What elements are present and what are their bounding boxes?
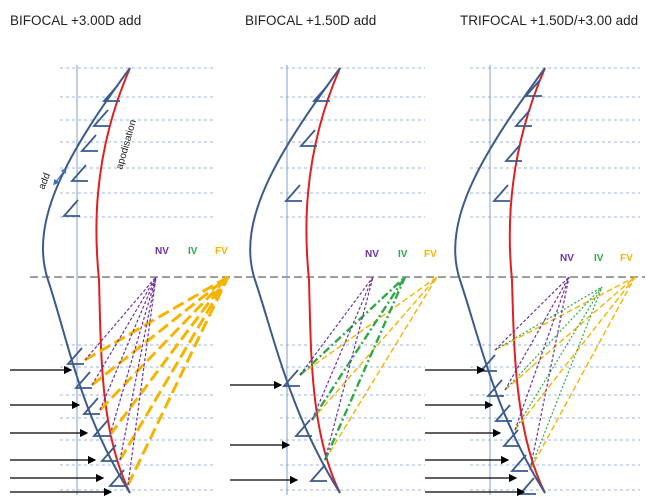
diffractive-step — [504, 144, 522, 162]
iv-ray — [310, 276, 407, 421]
nv-ray — [299, 276, 374, 376]
title-bifocal-3: BIFOCAL +3.00D add — [10, 13, 141, 28]
nv-label-2: NV — [365, 249, 379, 260]
diffractive-step — [524, 79, 542, 97]
nv-ray — [514, 276, 570, 431]
diffractive-step — [92, 109, 110, 127]
iv-ray — [529, 286, 603, 471]
nv-ray — [529, 276, 570, 471]
fv-ray — [84, 275, 229, 362]
fv-ray — [514, 276, 636, 431]
diffractive-step — [82, 397, 100, 415]
nv-ray — [311, 276, 374, 421]
lens-profile — [41, 67, 131, 494]
diffractive-step — [66, 347, 84, 365]
diffractive-step — [92, 419, 110, 437]
nv-ray — [109, 276, 157, 436]
fv-ray — [311, 276, 438, 421]
diffractive-step — [74, 371, 92, 389]
fv-ray — [126, 276, 230, 486]
diffractive-step — [294, 419, 312, 437]
fv-ray — [494, 276, 636, 351]
diffractive-step — [494, 404, 512, 422]
diffractive-step — [299, 129, 317, 147]
iv-label-3: IV — [594, 253, 604, 264]
fv-ray — [108, 276, 230, 436]
panel-trifocal — [425, 65, 640, 497]
fv-label-3: FV — [620, 253, 633, 264]
title-bifocal-1-5: BIFOCAL +1.50D add — [245, 13, 376, 28]
nv-label-3: NV — [560, 253, 574, 264]
diffractive-step — [108, 469, 126, 487]
panel-bifocal-3 — [10, 65, 230, 497]
lens-profile — [454, 67, 546, 494]
panel-bifocal-1-5 — [230, 65, 438, 495]
nv-ray — [84, 276, 157, 361]
fv-ray — [118, 276, 230, 461]
fv-ray — [324, 276, 438, 461]
fv-ray — [98, 275, 230, 412]
diffractive-step — [312, 84, 330, 102]
fv-ray — [529, 276, 636, 471]
diffractive-step — [510, 454, 528, 472]
diffractive-step — [282, 369, 300, 387]
add-double-arrow — [53, 167, 67, 186]
diffractive-step — [80, 134, 98, 152]
fv-ray — [504, 276, 636, 391]
fv-label-2: FV — [424, 249, 437, 260]
nv-label-1: NV — [155, 246, 169, 257]
nv-ray — [119, 276, 157, 461]
iv-ray — [494, 286, 603, 351]
lens-profile — [249, 67, 341, 494]
diffractive-step — [486, 379, 504, 397]
fv-label-1: FV — [215, 246, 228, 257]
diffractive-step — [62, 199, 80, 217]
diffractive-step — [100, 444, 118, 462]
iv-ray — [514, 286, 603, 431]
iv-ray — [323, 276, 407, 461]
apodisation-curve — [508, 67, 546, 494]
diffractive-step — [102, 84, 120, 102]
diffractive-step — [514, 109, 532, 127]
title-trifocal: TRIFOCAL +1.50D/+3.00 add — [460, 13, 638, 28]
nv-ray — [99, 276, 157, 411]
diffractive-step — [502, 429, 520, 447]
nv-ray — [494, 276, 570, 351]
iv-label-2: IV — [398, 249, 408, 260]
fv-ray — [91, 275, 229, 387]
diffractive-step — [492, 184, 510, 202]
nv-ray — [91, 276, 157, 386]
iv-ray — [504, 286, 603, 391]
apodisation-curve — [95, 67, 131, 494]
diffractive-step — [70, 164, 88, 182]
diffractive-step — [284, 184, 302, 202]
add-label: add — [37, 172, 53, 192]
fv-ray — [299, 276, 438, 376]
diffractive-step — [309, 464, 327, 482]
nv-ray — [504, 276, 570, 391]
iv-label-1: IV — [188, 246, 198, 257]
nv-ray — [324, 276, 374, 461]
apodisation-label: apodisation — [114, 119, 139, 171]
apodisation-curve — [305, 67, 341, 494]
